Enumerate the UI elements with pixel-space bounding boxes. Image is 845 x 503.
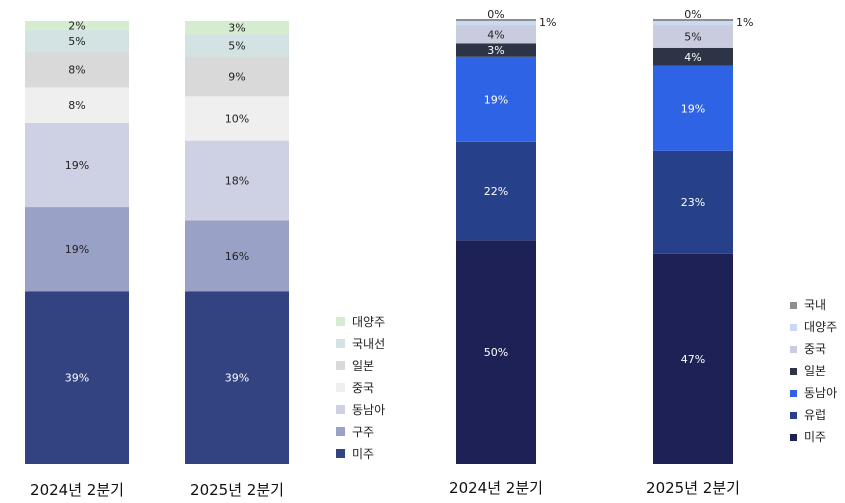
legend-swatch-0-6 [336, 317, 345, 326]
data-label-1-1-2: 19% [681, 102, 705, 115]
legend-swatch-0-4 [336, 361, 345, 370]
legend-label-1-3: 일본 [804, 364, 826, 378]
legend-swatch-1-1 [790, 412, 797, 419]
data-label-0-1-5: 5% [228, 39, 245, 52]
data-label-1-0-4: 4% [487, 28, 504, 41]
data-label-1-0-1: 22% [484, 185, 508, 198]
legend-swatch-0-3 [336, 383, 345, 392]
legend-swatch-0-5 [336, 339, 345, 348]
data-label-0-0-5: 5% [68, 35, 85, 48]
data-label-1-1-5: 1% [736, 16, 753, 29]
bar-segment-0-0-0 [25, 291, 129, 464]
legend-swatch-1-2 [790, 390, 797, 397]
bar-segment-1-0-3 [456, 43, 536, 57]
bar-segment-0-0-4 [25, 52, 129, 88]
legend-swatch-1-6 [790, 302, 797, 309]
bar-segment-0-1-2 [185, 140, 289, 221]
bar-segment-1-1-3 [653, 47, 733, 66]
bar-segment-0-0-3 [25, 87, 129, 123]
data-label-0-0-0: 39% [65, 372, 89, 385]
bar-segment-1-0-5 [456, 21, 536, 26]
legend-label-0-4: 일본 [352, 359, 374, 373]
data-label-1-1-4: 5% [684, 31, 701, 44]
legend-label-1-4: 중국 [804, 342, 826, 356]
bar-segment-0-1-5 [185, 34, 289, 57]
data-label-1-0-6: 0% [487, 8, 504, 21]
legend-label-1-0: 미주 [804, 430, 826, 444]
bar-segment-0-0-5 [25, 29, 129, 53]
bar-segment-1-0-1 [456, 141, 536, 241]
data-label-1-1-0: 47% [681, 353, 705, 366]
legend-swatch-1-0 [790, 434, 797, 441]
legend-swatch-0-0 [336, 449, 345, 458]
data-label-0-1-3: 10% [225, 112, 249, 125]
legend-label-1-1: 유럽 [804, 408, 826, 422]
legend-label-0-1: 구주 [352, 425, 374, 439]
legend-label-0-3: 중국 [352, 381, 374, 395]
data-label-1-0-2: 19% [484, 93, 508, 106]
bar-segment-1-1-2 [653, 65, 733, 151]
legend-label-0-5: 국내선 [352, 337, 385, 351]
data-label-1-0-5: 1% [539, 16, 556, 29]
bar-segment-1-1-4 [653, 25, 733, 48]
data-label-1-1-3: 4% [684, 51, 701, 64]
bar-segment-1-1-5 [653, 21, 733, 26]
data-label-1-0-0: 50% [484, 346, 508, 359]
x-tick-label-0-1: 2025년 2분기 [190, 481, 284, 499]
data-label-0-0-1: 19% [65, 243, 89, 256]
x-tick-label-1-0: 2024년 2분기 [449, 479, 543, 497]
legend-label-1-5: 대양주 [804, 320, 837, 334]
legend-swatch-1-4 [790, 346, 797, 353]
legend-swatch-0-2 [336, 405, 345, 414]
legend-label-0-0: 미주 [352, 447, 374, 461]
bar-segment-1-1-0 [653, 253, 733, 464]
legend-label-0-2: 동남아 [352, 403, 385, 417]
data-label-0-0-6: 2% [68, 19, 85, 32]
data-label-0-1-2: 18% [225, 174, 249, 187]
x-tick-label-1-1: 2025년 2분기 [646, 479, 740, 497]
bar-segment-0-0-2 [25, 122, 129, 208]
data-label-1-1-1: 23% [681, 196, 705, 209]
bar-segment-1-1-1 [653, 150, 733, 254]
data-label-0-1-0: 39% [225, 372, 249, 385]
bar-segment-0-0-1 [25, 207, 129, 292]
bar-segment-0-1-3 [185, 96, 289, 141]
bar-segment-0-1-0 [185, 291, 289, 464]
data-label-0-1-1: 16% [225, 250, 249, 263]
data-label-0-0-2: 19% [65, 159, 89, 172]
bar-segment-0-1-6 [185, 21, 289, 35]
bar-segment-1-0-6 [456, 19, 536, 21]
bar-segment-1-0-0 [456, 240, 536, 464]
bar-segment-1-0-4 [456, 25, 536, 44]
x-tick-label-0-0: 2024년 2분기 [30, 481, 124, 499]
bar-segment-1-0-2 [456, 56, 536, 142]
bar-segment-0-1-4 [185, 56, 289, 97]
bar-segment-0-1-1 [185, 220, 289, 292]
legend-label-1-6: 국내 [804, 298, 826, 312]
data-label-1-1-6: 0% [684, 8, 701, 21]
data-label-1-0-3: 3% [487, 44, 504, 57]
bar-segment-1-1-6 [653, 19, 733, 21]
data-label-0-1-6: 3% [228, 22, 245, 35]
bar-segment-0-0-6 [25, 21, 129, 30]
legend-label-1-2: 동남아 [804, 386, 837, 400]
legend-swatch-1-3 [790, 368, 797, 375]
data-label-0-1-4: 9% [228, 70, 245, 83]
data-label-0-0-4: 8% [68, 64, 85, 77]
legend-swatch-1-5 [790, 324, 797, 331]
data-label-0-0-3: 8% [68, 99, 85, 112]
legend-swatch-0-1 [336, 427, 345, 436]
legend-label-0-6: 대양주 [352, 315, 385, 329]
